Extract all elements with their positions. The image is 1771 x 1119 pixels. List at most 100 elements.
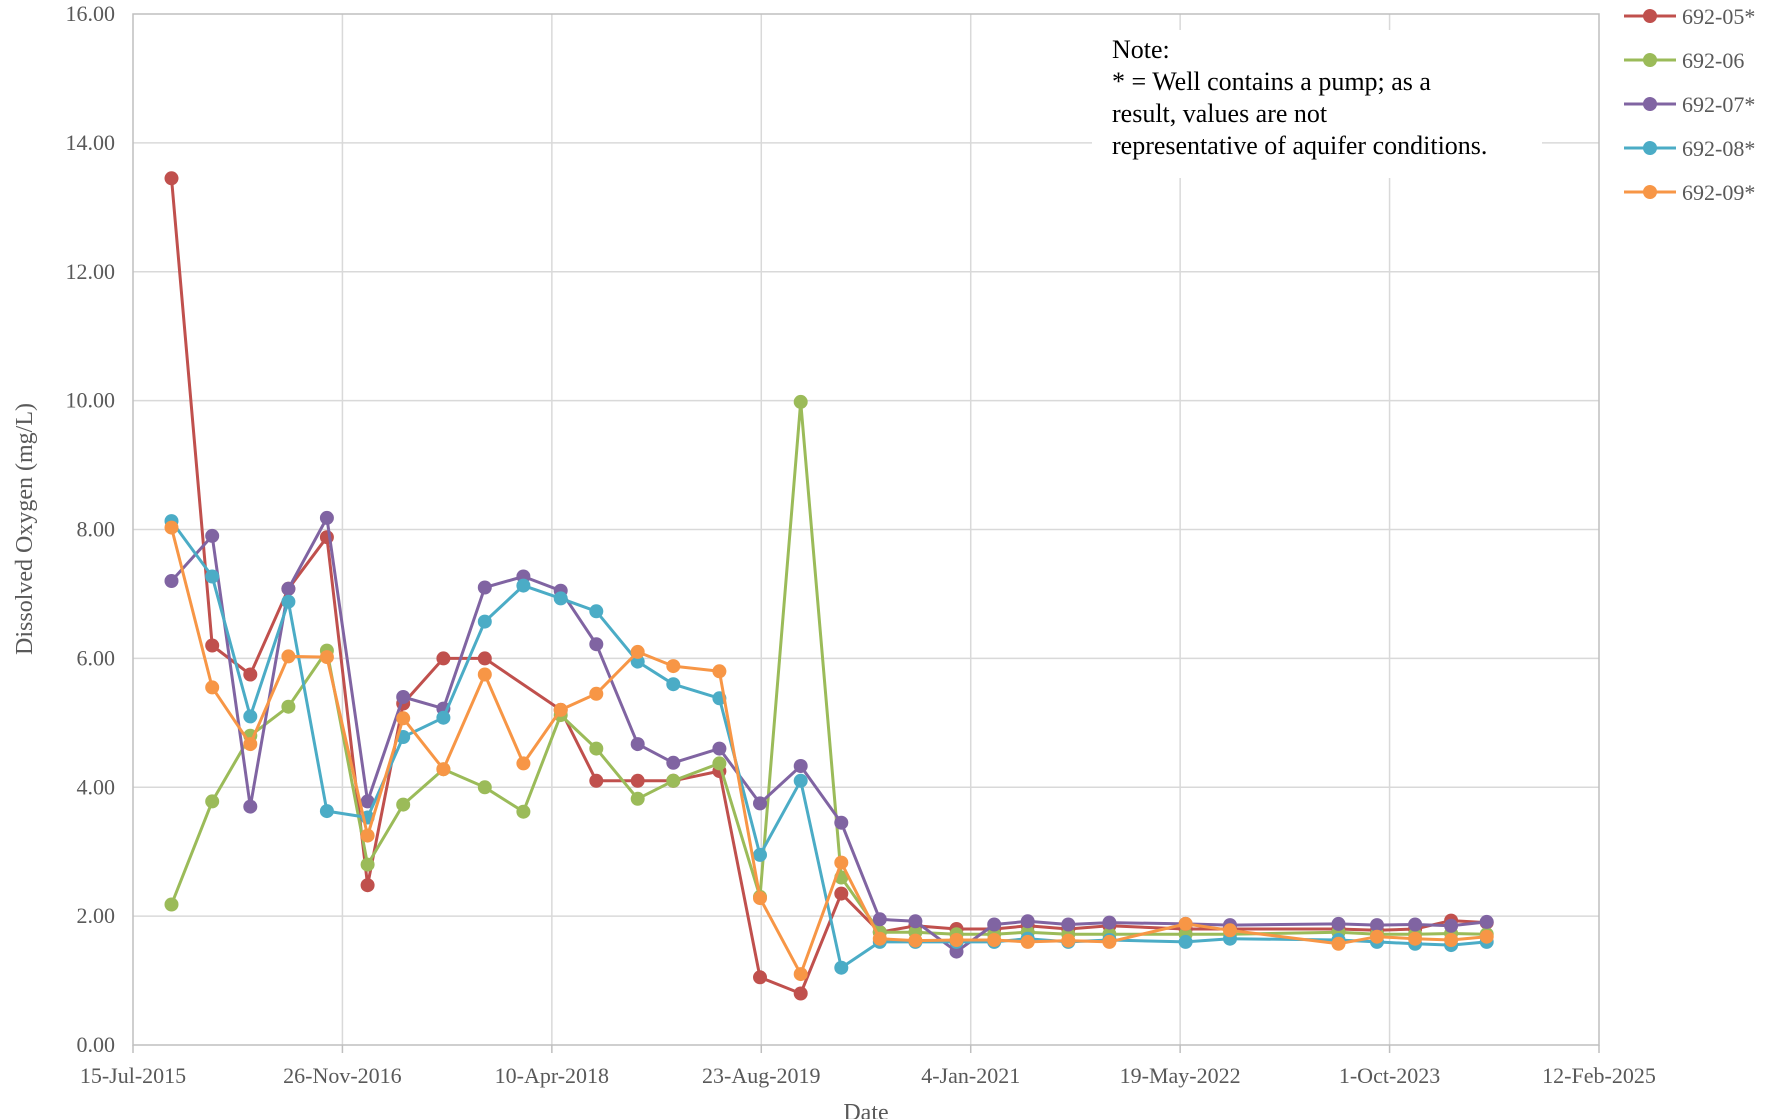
data-point — [1102, 915, 1117, 930]
note-box: Note: * = Well contains a pump; as a resul… — [1092, 30, 1542, 178]
data-point — [589, 637, 604, 652]
data-point — [1020, 914, 1035, 929]
data-point — [1061, 917, 1076, 932]
data-point — [834, 815, 849, 830]
data-point — [164, 171, 179, 186]
data-point — [1331, 916, 1346, 931]
data-point — [712, 664, 727, 679]
legend-item: 692-09* — [1624, 180, 1755, 205]
data-point — [1479, 914, 1494, 929]
legend-item: 692-05* — [1624, 4, 1755, 29]
data-point — [396, 797, 411, 812]
data-point — [589, 773, 604, 788]
y-tick-label: 2.00 — [77, 903, 116, 928]
data-point — [205, 528, 220, 543]
x-axis-title: Date — [843, 1100, 888, 1119]
series-692-05 — [164, 171, 1494, 1001]
data-point — [712, 756, 727, 771]
legend-label: 692-06 — [1682, 48, 1744, 73]
data-point — [436, 710, 451, 725]
data-point — [872, 931, 887, 946]
x-tick-label: 1-Oct-2023 — [1339, 1063, 1440, 1088]
data-point — [712, 741, 727, 756]
data-point — [243, 737, 258, 752]
note-background — [1092, 30, 1542, 178]
series-lines — [164, 171, 1494, 1001]
legend-label: 692-05* — [1682, 4, 1755, 29]
y-tick-label: 0.00 — [77, 1032, 116, 1057]
data-point — [477, 614, 492, 629]
data-point — [281, 581, 296, 596]
x-tick-label: 10-Apr-2018 — [495, 1063, 609, 1088]
data-point — [987, 933, 1002, 947]
data-point — [666, 773, 681, 788]
data-point — [630, 791, 645, 806]
y-tick-label: 4.00 — [77, 774, 116, 799]
data-point — [753, 847, 767, 862]
data-point — [164, 897, 179, 912]
axis-ticks: 0.00 2.00 4.00 6.00 8.00 10.00 12.00 14.00 16.00… — [66, 1, 1656, 1088]
legend-marker — [1643, 141, 1657, 155]
data-point — [360, 828, 375, 843]
data-point — [281, 699, 296, 714]
data-point — [793, 759, 808, 773]
note-line: result, values are not — [1112, 99, 1328, 128]
y-tick-label: 8.00 — [77, 517, 116, 542]
data-point — [1370, 929, 1384, 944]
data-point — [630, 737, 645, 752]
data-point — [205, 638, 220, 653]
data-point — [1444, 918, 1459, 933]
data-point — [205, 794, 220, 809]
data-point — [666, 659, 681, 674]
data-point — [243, 709, 258, 724]
x-tick-label: 12-Feb-2025 — [1542, 1063, 1656, 1088]
data-point — [319, 510, 334, 525]
data-point — [908, 914, 923, 929]
data-point — [360, 878, 375, 893]
data-point — [319, 804, 334, 819]
y-tick-label: 12.00 — [66, 259, 116, 284]
data-point — [396, 690, 411, 704]
legend-item: 692-08* — [1624, 136, 1755, 161]
data-point — [243, 799, 258, 814]
data-point — [205, 569, 220, 584]
y-tick-label: 16.00 — [66, 1, 116, 26]
data-point — [477, 651, 492, 666]
x-tick-label: 4-Jan-2021 — [921, 1063, 1020, 1088]
series-692-06 — [164, 394, 1494, 942]
legend-label: 692-07* — [1682, 92, 1755, 117]
gridlines — [133, 14, 1599, 1045]
data-point — [793, 773, 808, 788]
data-point — [630, 644, 645, 659]
x-tick-label: 19-May-2022 — [1120, 1063, 1241, 1088]
series-line — [170, 520, 1487, 970]
data-point — [281, 594, 296, 609]
data-point — [793, 986, 808, 1001]
series-line — [170, 400, 1487, 936]
data-point — [753, 891, 767, 906]
data-point — [1370, 918, 1384, 933]
data-point — [319, 650, 334, 665]
data-point — [630, 773, 645, 788]
data-point — [834, 855, 849, 870]
data-point — [1223, 923, 1237, 938]
note-line: representative of aquifer conditions. — [1112, 131, 1487, 160]
data-point — [987, 917, 1002, 932]
y-tick-label: 14.00 — [66, 130, 116, 155]
data-point — [949, 933, 964, 947]
series-line — [170, 516, 1487, 954]
data-point — [1178, 916, 1193, 931]
data-point — [1479, 929, 1494, 944]
data-point — [243, 667, 258, 682]
note-line: * = Well contains a pump; as a — [1112, 67, 1431, 96]
data-point — [1061, 933, 1076, 948]
data-point — [1408, 931, 1423, 946]
legend-marker — [1643, 53, 1657, 67]
data-point — [630, 654, 645, 669]
data-point — [1102, 934, 1117, 949]
data-point — [834, 886, 849, 901]
data-point — [516, 756, 531, 771]
data-point — [834, 960, 849, 975]
legend-item: 692-07* — [1624, 92, 1755, 117]
data-point — [281, 649, 296, 664]
